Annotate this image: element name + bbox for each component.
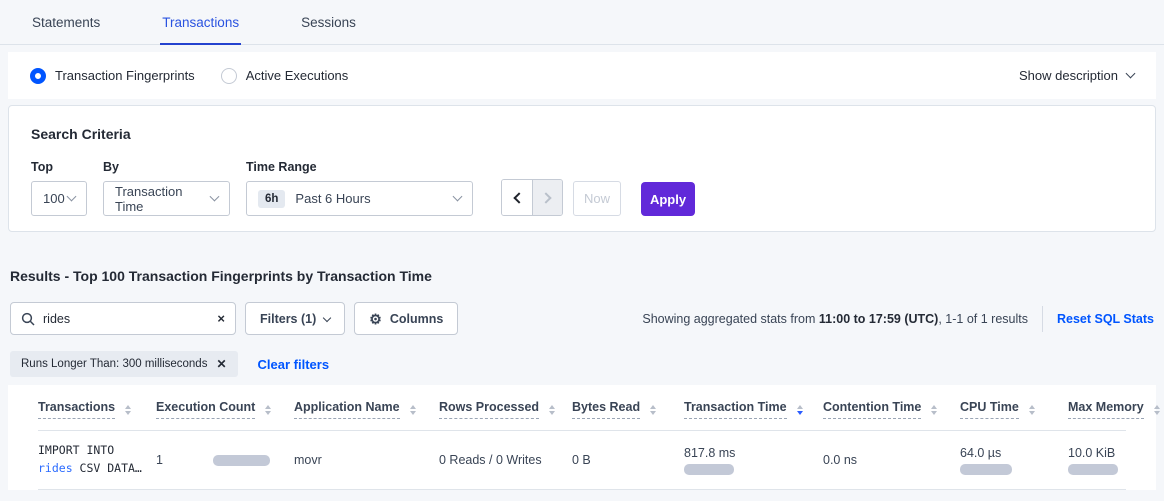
col-header-bytes-read[interactable]: Bytes Read — [572, 400, 684, 419]
execution-count-bar — [213, 454, 270, 466]
sort-icon[interactable] — [549, 404, 556, 415]
tab-transactions[interactable]: Transactions — [160, 3, 242, 45]
top-select[interactable]: 100 — [31, 181, 87, 216]
transaction-fingerprint-link[interactable]: IMPORT INTO rides CSV DATA… — [38, 443, 142, 475]
col-header-transaction-time[interactable]: Transaction Time — [684, 400, 823, 419]
by-select-value: Transaction Time — [115, 183, 183, 214]
radio-label: Transaction Fingerprints — [55, 68, 195, 83]
sort-icon[interactable] — [650, 404, 657, 415]
transactions-table: Transactions Execution Count Application… — [8, 385, 1160, 490]
col-header-rows-processed[interactable]: Rows Processed — [439, 400, 572, 419]
tab-sessions[interactable]: Sessions — [301, 15, 356, 30]
col-header-cpu-time[interactable]: CPU Time — [960, 400, 1068, 419]
search-criteria-controls: Top 100 By Transaction Time Time Range 6… — [31, 160, 1133, 216]
radio-active-executions[interactable]: Active Executions — [220, 67, 349, 84]
columns-label: Columns — [389, 311, 444, 326]
apply-button[interactable]: Apply — [641, 182, 695, 216]
chevron-down-icon — [1125, 68, 1136, 79]
sort-icon[interactable] — [125, 404, 132, 415]
search-criteria-card: Search Criteria Top 100 By Transaction T… — [8, 105, 1156, 232]
bytes-read-cell: 0 B — [572, 453, 591, 467]
col-header-application-name[interactable]: Application Name — [294, 400, 439, 419]
time-range-field: Time Range 6h Past 6 Hours — [246, 160, 473, 216]
by-label: By — [103, 160, 119, 174]
time-range-select[interactable]: 6h Past 6 Hours — [246, 181, 473, 216]
search-box: × — [10, 302, 236, 335]
sort-icon[interactable] — [265, 404, 272, 415]
execution-count-cell: 1 — [156, 453, 294, 467]
cpu-time-cell: 64.0 µs — [960, 446, 1068, 475]
sort-icon[interactable] — [1153, 404, 1160, 415]
sort-icon[interactable] — [1028, 404, 1035, 415]
columns-button[interactable]: ⚙ Columns — [354, 302, 459, 335]
filters-label: Filters (1) — [260, 311, 317, 326]
results-title: Results - Top 100 Transaction Fingerprin… — [10, 268, 432, 284]
gear-icon: ⚙ — [369, 310, 382, 327]
show-description-toggle[interactable]: Show description — [1019, 68, 1136, 83]
max-memory-cell: 10.0 KiB — [1068, 446, 1126, 475]
aggregated-stats-text: Showing aggregated stats from 11:00 to 1… — [642, 311, 1028, 326]
chevron-left-icon — [512, 191, 525, 204]
top-select-value: 100 — [43, 191, 65, 206]
table-row[interactable]: IMPORT INTO rides CSV DATA… 1 movr 0 Rea… — [38, 431, 1126, 490]
chevron-down-icon — [323, 313, 332, 322]
by-select[interactable]: Transaction Time — [103, 181, 230, 216]
radio-transaction-fingerprints[interactable]: Transaction Fingerprints — [30, 67, 195, 84]
cpu-time-bar — [960, 463, 1012, 475]
search-input[interactable] — [43, 311, 218, 326]
top-field: Top 100 — [31, 160, 87, 216]
radio-unselected-icon — [220, 67, 237, 84]
max-memory-bar — [1068, 463, 1118, 475]
col-header-transactions[interactable]: Transactions — [38, 400, 156, 419]
time-prev-button[interactable] — [502, 180, 532, 215]
filter-chip: Runs Longer Than: 300 milliseconds ✕ — [10, 351, 238, 377]
transaction-time-bar — [684, 463, 734, 475]
application-name-cell: movr — [294, 453, 322, 467]
search-match-highlight: rides — [38, 461, 73, 475]
chevron-down-icon — [66, 191, 77, 202]
sort-icon[interactable] — [409, 404, 416, 415]
reset-sql-stats-link[interactable]: Reset SQL Stats — [1056, 311, 1154, 326]
by-field: By Transaction Time — [103, 160, 230, 216]
transaction-time-cell: 817.8 ms — [684, 446, 823, 475]
view-radio-group: Transaction Fingerprints Active Executio… — [30, 67, 349, 84]
clear-search-icon[interactable]: × — [217, 311, 225, 326]
time-range-value: Past 6 Hours — [295, 191, 371, 206]
view-toggle-bar: Transaction Fingerprints Active Executio… — [8, 52, 1156, 99]
time-next-button[interactable] — [532, 180, 562, 215]
tab-bar: Statements Transactions Sessions — [0, 0, 1164, 45]
sort-icon[interactable] — [796, 404, 803, 415]
sort-icon[interactable] — [931, 404, 938, 415]
filter-chip-label: Runs Longer Than: 300 milliseconds — [21, 358, 208, 370]
search-icon — [21, 312, 35, 326]
top-label: Top — [31, 160, 53, 174]
active-filters-row: Runs Longer Than: 300 milliseconds ✕ Cle… — [10, 351, 1154, 377]
clear-filters-link[interactable]: Clear filters — [257, 356, 330, 372]
time-nav-arrows — [501, 179, 563, 216]
search-criteria-title: Search Criteria — [31, 126, 131, 142]
tab-statements[interactable]: Statements — [32, 15, 101, 30]
time-range-label: Time Range — [246, 160, 317, 174]
radio-selected-icon — [30, 67, 46, 84]
col-header-execution-count[interactable]: Execution Count — [156, 400, 294, 419]
col-header-contention-time[interactable]: Contention Time — [823, 400, 960, 419]
show-description-label: Show description — [1019, 68, 1118, 83]
time-range-badge: 6h — [258, 189, 286, 208]
divider — [1041, 305, 1043, 332]
remove-filter-icon[interactable]: ✕ — [216, 357, 227, 371]
results-controls: × Filters (1) ⚙ Columns Showing aggregat… — [10, 302, 1154, 335]
radio-label: Active Executions — [245, 68, 349, 83]
chevron-down-icon — [452, 191, 463, 202]
now-button[interactable]: Now — [573, 181, 621, 216]
table-header-row: Transactions Execution Count Application… — [38, 389, 1160, 431]
filters-button[interactable]: Filters (1) — [245, 302, 346, 335]
chevron-right-icon — [540, 191, 552, 204]
rows-processed-cell: 0 Reads / 0 Writes — [439, 453, 542, 467]
contention-time-cell: 0.0 ns — [823, 453, 858, 467]
col-header-max-memory[interactable]: Max Memory — [1068, 400, 1160, 419]
